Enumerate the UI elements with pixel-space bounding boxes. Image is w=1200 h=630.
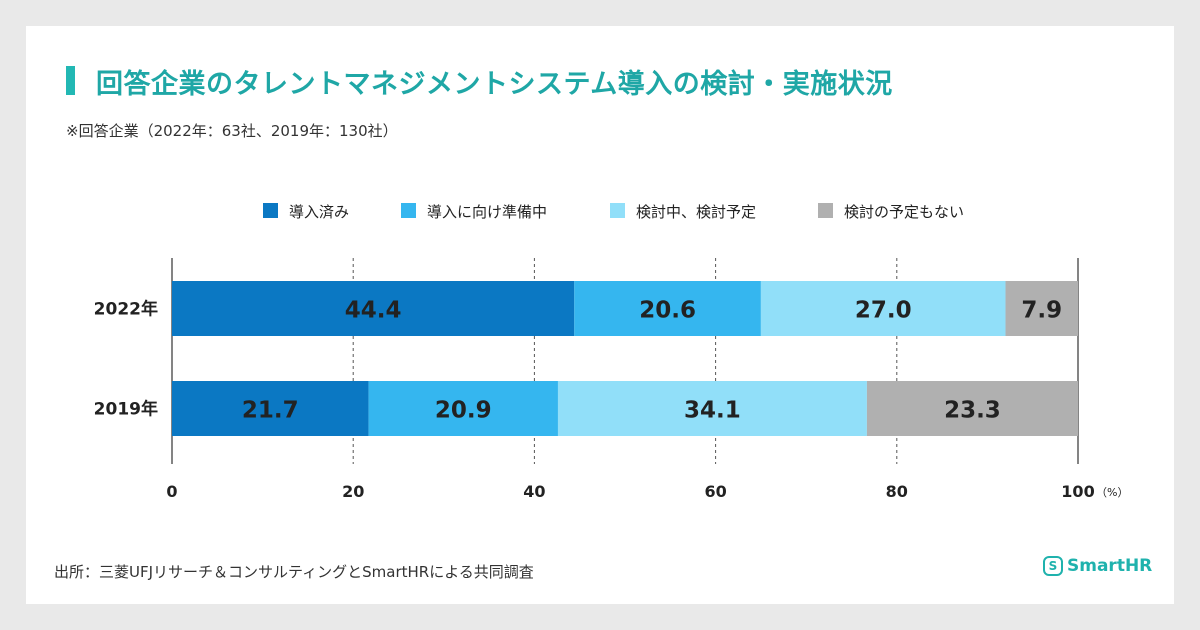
- x-tick-label-1: 20: [342, 482, 364, 501]
- logo-icon: S: [1043, 556, 1063, 576]
- bar-value-label-0-0: 44.4: [345, 298, 402, 324]
- x-tick-label-2: 40: [523, 482, 545, 501]
- legend-label-0: 導入済み: [289, 203, 349, 221]
- category-label-1: 2019年: [94, 399, 158, 420]
- legend-swatch-1: [401, 203, 416, 218]
- bar-value-label-0-2: 27.0: [855, 298, 912, 324]
- x-axis: 0 20 40 60 80 100 （%）: [166, 482, 1128, 501]
- bar-segment-1-3: [866, 381, 1078, 436]
- bar-segment-1-0: [172, 381, 369, 436]
- legend-swatch-2: [610, 203, 625, 218]
- logo-text: SmartHR: [1067, 556, 1153, 576]
- bar-segment-1-1: [368, 381, 558, 436]
- legend-swatch-0: [263, 203, 278, 218]
- x-unit-label: （%）: [1096, 486, 1128, 499]
- title-accent-bar: [66, 66, 75, 95]
- bar-segment-0-2: [760, 281, 1006, 336]
- bar-value-label-0-3: 7.9: [1021, 298, 1062, 324]
- legend-label-3: 検討の予定もない: [844, 203, 964, 221]
- bar-value-label-1-3: 23.3: [944, 398, 1001, 424]
- bar-segment-0-1: [574, 281, 761, 336]
- bar-segment-1-2: [557, 381, 867, 436]
- legend-swatch-3: [818, 203, 833, 218]
- category-label-0: 2022年: [94, 299, 158, 320]
- legend-label-1: 導入に向け準備中: [427, 203, 547, 221]
- bar-value-label-1-0: 21.7: [242, 398, 299, 424]
- x-tick-label-4: 80: [886, 482, 908, 501]
- x-tick-label-0: 0: [166, 482, 177, 501]
- x-tick-label-5: 100: [1061, 482, 1094, 501]
- legend-label-2: 検討中、検討予定: [636, 203, 756, 221]
- legend: 導入済み 導入に向け準備中 検討中、検討予定 検討の予定もない: [263, 203, 964, 221]
- bar-value-label-1-2: 34.1: [684, 398, 741, 424]
- x-tick-label-3: 60: [704, 482, 726, 501]
- bars: 2022年 44.4 20.6 27.0 7.9 2019年 21.7 20.9 34.1 23.…: [94, 281, 1078, 436]
- bar-value-label-1-1: 20.9: [435, 398, 492, 424]
- bar-segment-0-0: [172, 281, 575, 336]
- bar-segment-0-3: [1005, 281, 1078, 336]
- chart-subtitle: ※回答企業（2022年：63社、2019年：130社）: [66, 122, 398, 140]
- smarthr-logo: S SmartHR: [1043, 556, 1152, 576]
- chart-title: 回答企業のタレントマネジメントシステム導入の検討・実施状況: [96, 69, 893, 100]
- source-note: 出所：三菱UFJリサーチ＆コンサルティングとSmartHRによる共同調査: [54, 563, 534, 581]
- bar-value-label-0-1: 20.6: [639, 298, 696, 324]
